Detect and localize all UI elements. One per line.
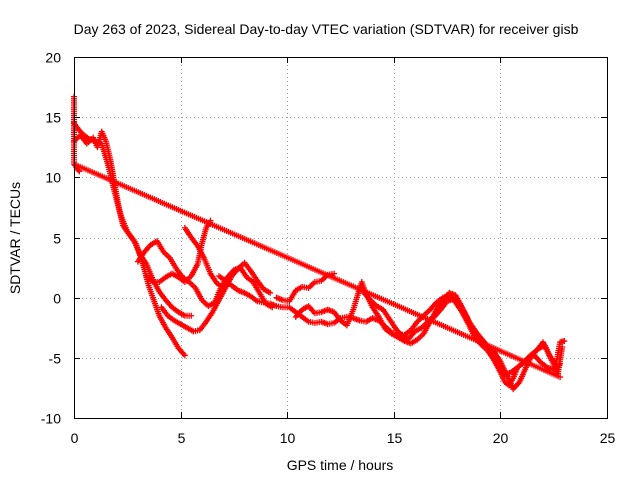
x-tick-label: 0 [71, 430, 79, 446]
y-tick-label: -5 [49, 351, 62, 367]
data-point [188, 312, 195, 319]
y-axis-label: SDTVAR / TECUs [7, 182, 23, 294]
y-tick-label: 5 [53, 231, 61, 247]
data-points-layer [71, 93, 568, 393]
chart-title: Day 263 of 2023, Sidereal Day-to-day VTE… [74, 21, 579, 37]
data-point [267, 289, 274, 296]
y-tick-label: 0 [53, 291, 61, 307]
x-tick-label: 5 [178, 430, 186, 446]
y-tick-label: 15 [45, 110, 61, 126]
x-tick-label: 25 [600, 430, 616, 446]
data-point [181, 352, 188, 359]
data-point [557, 374, 564, 381]
ticks-layer: 0 5 10 15 20 25 -10 -5 0 5 10 15 20 [41, 50, 616, 447]
data-point [331, 270, 338, 277]
x-tick-label: 20 [493, 430, 509, 446]
y-tick-label: 10 [45, 170, 61, 186]
x-axis-label: GPS time / hours [287, 457, 394, 473]
data-point [561, 337, 568, 344]
y-tick-label: 20 [45, 50, 61, 66]
data-point [76, 168, 83, 175]
x-tick-label: 10 [280, 430, 296, 446]
x-tick-label: 15 [387, 430, 403, 446]
y-tick-label: -10 [41, 411, 61, 427]
